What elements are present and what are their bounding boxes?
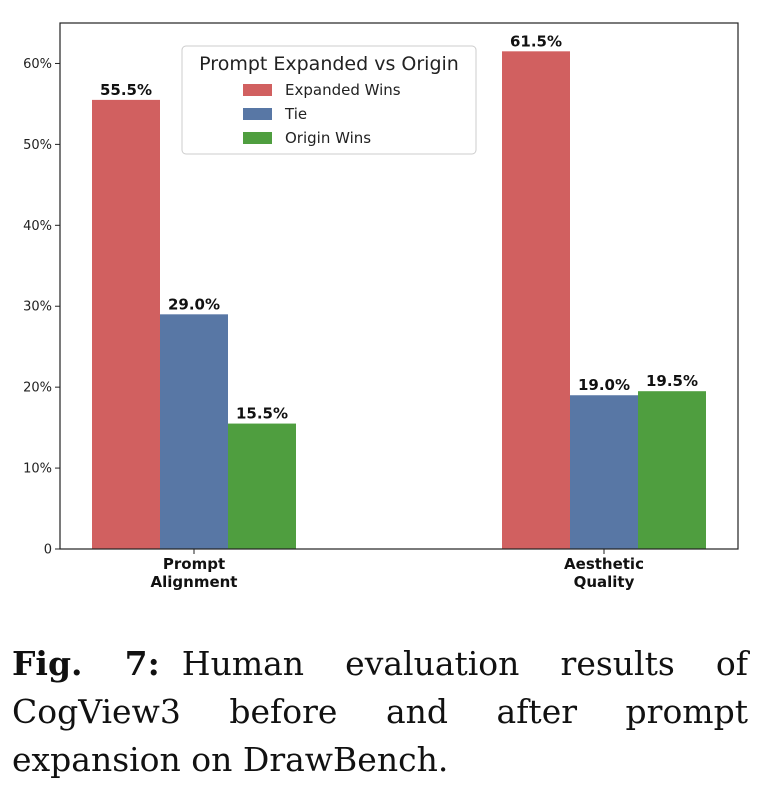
data-label: 61.5%: [510, 32, 562, 50]
data-label: 19.0%: [578, 376, 630, 394]
x-category-label: Prompt Alignment: [151, 555, 238, 591]
bar-origin-wins-0: [228, 423, 296, 549]
bar-expanded-wins-0: [92, 99, 160, 549]
legend: Prompt Expanded vs Origin Expanded Wins T…: [181, 45, 477, 155]
legend-items: Expanded Wins Tie Origin Wins: [243, 81, 401, 147]
legend-swatch: [243, 84, 272, 96]
legend-box: [181, 45, 477, 155]
bars-group: [92, 51, 706, 549]
x-axis: Prompt Alignment Aesthetic Quality: [151, 549, 644, 591]
legend-entry: Origin Wins: [285, 129, 371, 147]
y-tick-label: 50%: [23, 138, 52, 153]
bar-tie-1: [570, 395, 638, 549]
figure-caption: Fig. 7: Human evaluation results of CogVi…: [12, 640, 748, 784]
legend-entry: Tie: [284, 105, 307, 123]
bar-chart: 55.5% 61.5% 29.0% 19.0% 15.5% 19.5% 0 10% 20% 30…: [23, 22, 739, 591]
legend-swatch: [243, 132, 272, 144]
caption-text: Human evaluation results of CogView3 bef…: [12, 644, 748, 779]
data-label: 55.5%: [100, 81, 152, 99]
y-tick-label: 0: [44, 543, 52, 558]
data-label: 15.5%: [236, 405, 288, 423]
legend-swatch: [243, 108, 272, 120]
figure-label: Fig. 7:: [12, 644, 160, 683]
x-category-label: Aesthetic Quality: [564, 555, 644, 591]
y-tick-label: 10%: [23, 462, 52, 477]
y-tick-label: 30%: [23, 300, 52, 315]
legend-entry: Expanded Wins: [285, 81, 401, 99]
y-tick-label: 40%: [23, 219, 52, 234]
bar-expanded-wins-1: [502, 51, 570, 549]
data-labels-group: 55.5% 61.5% 29.0% 19.0% 15.5% 19.5%: [100, 32, 698, 422]
y-axis: 0 10% 20% 30% 40% 50% 60%: [23, 57, 60, 558]
plot-frame: [59, 22, 739, 550]
data-label: 29.0%: [168, 295, 220, 313]
y-tick-label: 60%: [23, 57, 52, 72]
bar-tie-0: [160, 314, 228, 549]
data-label: 19.5%: [646, 372, 698, 390]
legend-title: Prompt Expanded vs Origin: [199, 53, 459, 75]
bar-origin-wins-1: [638, 391, 706, 549]
y-tick-label: 20%: [23, 381, 52, 396]
